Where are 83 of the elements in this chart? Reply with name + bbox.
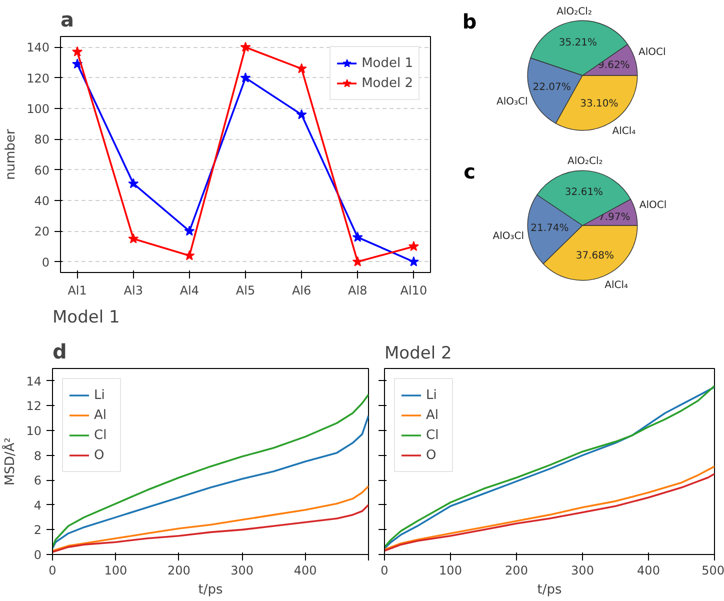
text: b bbox=[462, 10, 477, 34]
y-tick-label: 60 bbox=[34, 163, 50, 178]
y-tick-label: 6 bbox=[34, 474, 42, 488]
point bbox=[240, 72, 251, 82]
y-tick-label: 40 bbox=[34, 194, 50, 208]
legend-label: Al bbox=[426, 408, 440, 422]
slice-label: AlO₂Cl₂ bbox=[556, 6, 592, 18]
legend-label: Cl bbox=[426, 428, 440, 442]
chart-title: Model 1 bbox=[52, 308, 120, 328]
y-tick-label: 80 bbox=[34, 132, 50, 147]
data-label: 35.21% bbox=[558, 37, 597, 48]
text: a bbox=[60, 8, 74, 32]
data-label: 32.61% bbox=[564, 187, 604, 198]
slice-label: AlO₂Cl₂ bbox=[568, 156, 603, 167]
point bbox=[128, 178, 139, 188]
legend-label: O bbox=[426, 448, 438, 462]
legend-label: O bbox=[94, 448, 106, 462]
data-label: 33.10% bbox=[580, 98, 618, 110]
x-tick-label: Al1 bbox=[68, 284, 87, 298]
x-tick-label: 100 bbox=[439, 564, 462, 578]
y-tick-label: 20 bbox=[34, 224, 50, 239]
y-tick-label: 4 bbox=[34, 498, 42, 512]
x-tick-label: Al5 bbox=[236, 284, 256, 298]
point bbox=[184, 226, 195, 236]
text: d bbox=[52, 340, 67, 364]
text: c bbox=[464, 160, 476, 184]
x-axis-title: t/ps bbox=[198, 582, 223, 598]
x-tick-label: 500 bbox=[702, 564, 724, 578]
data-label: 21.74% bbox=[530, 222, 569, 234]
point bbox=[128, 233, 139, 244]
legend-label: Li bbox=[94, 388, 106, 402]
point bbox=[296, 109, 307, 120]
y-tick-label: 140 bbox=[26, 40, 50, 55]
slice-label: AlO₃Cl bbox=[492, 230, 524, 242]
x-tick-label: 400 bbox=[637, 564, 660, 578]
y-axis-title: number bbox=[4, 128, 19, 180]
x-tick-label: 300 bbox=[230, 564, 254, 578]
slice-label: AlOCl bbox=[639, 200, 667, 211]
x-tick-label: Al8 bbox=[348, 284, 368, 298]
y-tick-label: 12 bbox=[26, 399, 42, 414]
point bbox=[184, 250, 195, 260]
point bbox=[72, 46, 83, 56]
point bbox=[352, 232, 363, 242]
legend-label: Al bbox=[94, 408, 108, 422]
y-tick-label: 0 bbox=[42, 255, 50, 270]
legend-label: Li bbox=[426, 388, 438, 402]
y-axis-title: MSD/Å² bbox=[1, 438, 18, 486]
x-tick-label: Al6 bbox=[292, 284, 312, 298]
x-tick-label: 200 bbox=[505, 564, 528, 578]
x-axis-title: t/ps bbox=[537, 582, 562, 598]
x-tick-label: Al3 bbox=[124, 284, 143, 298]
point bbox=[408, 256, 419, 266]
point bbox=[240, 42, 251, 52]
y-tick-label: 8 bbox=[34, 448, 42, 463]
slice-label: AlOCl bbox=[638, 47, 666, 58]
x-tick-label: 100 bbox=[104, 564, 128, 578]
y-tick-label: 2 bbox=[34, 523, 42, 538]
y-tick-label: 120 bbox=[26, 71, 50, 86]
x-tick-label: 0 bbox=[380, 564, 388, 578]
data-label: 37.68% bbox=[576, 250, 614, 262]
x-tick-label: 400 bbox=[294, 564, 317, 578]
point bbox=[72, 58, 83, 69]
x-tick-label: Al10 bbox=[400, 284, 428, 298]
x-tick-label: 300 bbox=[571, 564, 594, 578]
legend-label: Model 1 bbox=[362, 56, 413, 70]
legend-label: Model 2 bbox=[362, 76, 413, 90]
line-series bbox=[52, 504, 368, 553]
legend-label: Cl bbox=[94, 428, 108, 442]
point bbox=[408, 240, 419, 251]
y-tick-label: 10 bbox=[26, 424, 42, 438]
point bbox=[296, 63, 307, 74]
data-label: 22.07% bbox=[532, 82, 571, 93]
line-series bbox=[52, 485, 368, 552]
slice-label: AlO₃Cl bbox=[496, 96, 528, 108]
chart-title: Model 2 bbox=[384, 344, 452, 364]
y-tick-label: 0 bbox=[34, 548, 42, 562]
point bbox=[352, 256, 363, 266]
slice-label: AlCl₄ bbox=[604, 280, 628, 291]
y-tick-label: 14 bbox=[26, 374, 42, 388]
x-tick-label: 200 bbox=[167, 564, 190, 578]
slice-label: AlCl₄ bbox=[612, 126, 636, 138]
y-tick-label: 100 bbox=[26, 102, 50, 116]
x-tick-label: Al4 bbox=[180, 284, 200, 298]
